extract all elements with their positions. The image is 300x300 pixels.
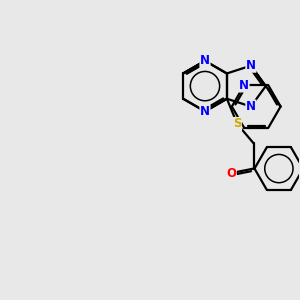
Text: N: N (200, 54, 210, 67)
Text: N: N (200, 105, 210, 118)
Text: N: N (246, 59, 256, 72)
Text: O: O (226, 167, 236, 179)
Text: N: N (239, 79, 249, 92)
Text: N: N (246, 100, 256, 113)
Text: S: S (233, 118, 242, 130)
